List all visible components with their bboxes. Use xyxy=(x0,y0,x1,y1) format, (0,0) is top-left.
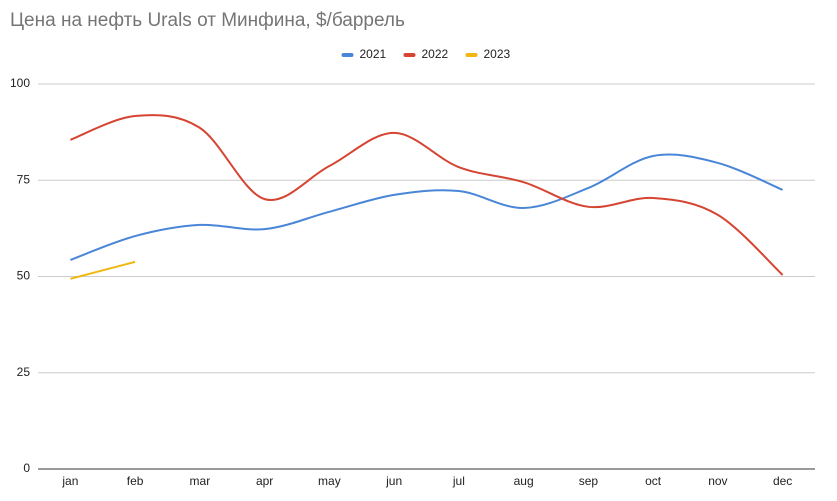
x-tick-label: oct xyxy=(645,474,662,488)
legend-swatch xyxy=(341,53,354,57)
chart-title: Цена на нефть Urals от Минфина, $/баррел… xyxy=(10,10,405,31)
y-tick-label: 25 xyxy=(17,365,31,379)
legend-swatch xyxy=(403,53,416,57)
legend-swatch xyxy=(465,53,478,57)
x-tick-label: jun xyxy=(385,474,402,488)
legend-label: 2022 xyxy=(422,47,449,61)
y-tick-label: 0 xyxy=(23,461,30,475)
x-tick-label: dec xyxy=(773,474,792,488)
x-tick-label: aug xyxy=(514,474,534,488)
series-line xyxy=(70,114,784,276)
x-tick-label: may xyxy=(318,474,341,488)
x-tick-label: mar xyxy=(190,474,211,488)
x-tick-label: feb xyxy=(127,474,144,488)
series-line xyxy=(70,153,784,261)
legend-label: 2023 xyxy=(484,47,511,61)
series-line xyxy=(70,260,136,280)
x-tick-label: sep xyxy=(579,474,599,488)
x-tick-label: jul xyxy=(452,474,465,488)
y-tick-label: 50 xyxy=(17,269,31,283)
y-tick-label: 100 xyxy=(10,76,30,90)
y-tick-label: 75 xyxy=(17,172,31,186)
x-tick-label: jan xyxy=(61,474,78,488)
legend-label: 2021 xyxy=(360,47,387,61)
x-tick-label: apr xyxy=(256,474,273,488)
x-tick-label: nov xyxy=(708,474,727,488)
